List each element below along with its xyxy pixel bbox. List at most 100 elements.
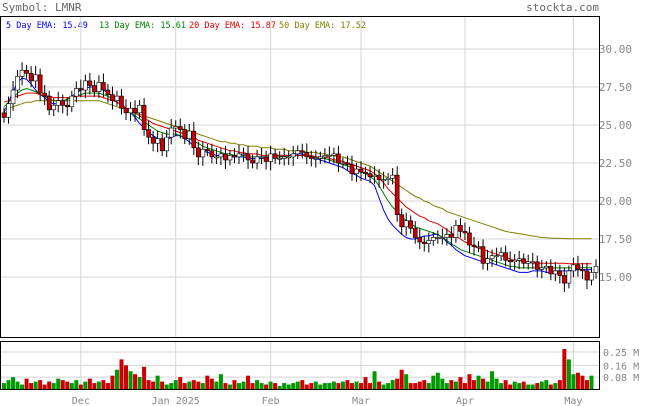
volume-bar xyxy=(453,381,458,389)
volume-bar xyxy=(29,383,34,389)
candle-body xyxy=(318,156,323,159)
candle-body xyxy=(553,270,558,275)
candle-body xyxy=(503,252,508,261)
candle-body xyxy=(33,74,38,82)
volume-bar xyxy=(327,383,332,389)
candle-body xyxy=(580,269,585,272)
candle-body xyxy=(471,244,477,247)
candle-body xyxy=(336,153,341,164)
candle-body xyxy=(539,267,545,270)
volume-bar xyxy=(214,381,219,389)
date-tick-label: Dec xyxy=(72,396,90,406)
volume-bar xyxy=(6,380,11,389)
volume-bar xyxy=(255,380,260,389)
volume-bar xyxy=(218,374,223,389)
candle-body xyxy=(92,85,97,92)
date-tick-label: Mar xyxy=(352,396,370,406)
volume-bar xyxy=(15,381,20,389)
volume-bar xyxy=(503,380,508,389)
volume-bar xyxy=(422,380,427,389)
candle-body xyxy=(426,240,432,244)
candle-body xyxy=(299,150,305,153)
candle-body xyxy=(259,156,264,159)
candle-body xyxy=(182,129,188,139)
candle-body xyxy=(381,179,386,182)
volume-bar xyxy=(300,380,305,389)
volume-bar xyxy=(282,383,287,389)
volume-bar xyxy=(110,375,115,389)
volume-bar xyxy=(304,384,309,389)
candle-body xyxy=(322,155,328,158)
volume-bar xyxy=(173,380,178,389)
volume-bar xyxy=(78,384,83,389)
candle-body xyxy=(403,220,409,228)
volume-bar xyxy=(277,386,282,389)
volume-bar xyxy=(499,383,504,389)
candle-body xyxy=(10,89,16,105)
candle-body xyxy=(458,225,463,232)
volume-bar xyxy=(413,383,418,389)
candle-body xyxy=(467,232,472,246)
candle-body xyxy=(15,76,20,91)
volume-bar xyxy=(246,375,251,389)
candle-body xyxy=(304,152,310,158)
volume-bar xyxy=(349,383,354,389)
price-tick-label: 20.00 xyxy=(599,195,632,208)
candle-body xyxy=(525,261,531,264)
volume-bar xyxy=(200,383,205,389)
candle-body xyxy=(263,156,269,162)
volume-bar xyxy=(232,380,237,389)
volume-bar xyxy=(191,380,196,389)
candle-body xyxy=(530,261,536,264)
candle-body xyxy=(177,126,183,130)
candle-body xyxy=(489,255,495,260)
volume-bar xyxy=(354,381,359,389)
candle-body xyxy=(562,275,567,284)
volume-bar xyxy=(286,384,291,389)
candle-body xyxy=(1,112,7,118)
price-panel-frame xyxy=(0,16,600,338)
candle-body xyxy=(431,237,436,241)
price-axis-labels: 15.00 17.50 20.00 22.50 25.00 27.50 30.00 xyxy=(599,43,632,284)
candle-body xyxy=(571,264,576,272)
volume-bar xyxy=(142,366,147,389)
volume-bar xyxy=(553,383,558,389)
candle-body xyxy=(232,155,237,158)
candle-body xyxy=(516,258,522,261)
volume-bar xyxy=(223,383,228,389)
volume-bar xyxy=(313,381,318,389)
volume-bar xyxy=(241,381,246,389)
price-tick-label: 25.00 xyxy=(599,119,632,132)
volume-bar xyxy=(390,380,395,389)
candle-body xyxy=(105,89,111,95)
volume-bar xyxy=(65,381,70,389)
symbol-label: Symbol: LMNR xyxy=(2,1,82,14)
volume-bar xyxy=(24,378,29,389)
volume-bar xyxy=(517,383,522,389)
candle-body xyxy=(60,100,66,106)
price-tick-label: 30.00 xyxy=(599,43,632,56)
candle-body xyxy=(417,237,423,243)
volume-bar xyxy=(182,383,187,389)
candle-body xyxy=(272,153,278,159)
candle-body xyxy=(543,266,549,269)
volume-bar xyxy=(571,374,576,389)
ema-legend-item: 13 Day EMA: 15.61 xyxy=(99,21,186,31)
volume-bar xyxy=(42,384,47,389)
volume-bar xyxy=(467,374,472,389)
date-axis-labels: Dec Jan 2025 Feb Mar Apr May xyxy=(72,396,583,406)
volume-bar xyxy=(209,378,214,389)
volume-bar xyxy=(526,384,531,389)
volume-bar xyxy=(381,384,386,389)
candle-body xyxy=(268,153,273,162)
candle-body xyxy=(250,159,255,164)
candle-body xyxy=(349,164,355,174)
volume-bar xyxy=(155,375,160,389)
candle-body xyxy=(83,80,88,91)
candle-body xyxy=(440,237,445,239)
candle-body xyxy=(462,231,468,234)
candle-body xyxy=(295,150,301,155)
candle-body xyxy=(205,149,210,152)
candle-body xyxy=(114,95,120,101)
volume-panel-frame xyxy=(0,341,600,390)
